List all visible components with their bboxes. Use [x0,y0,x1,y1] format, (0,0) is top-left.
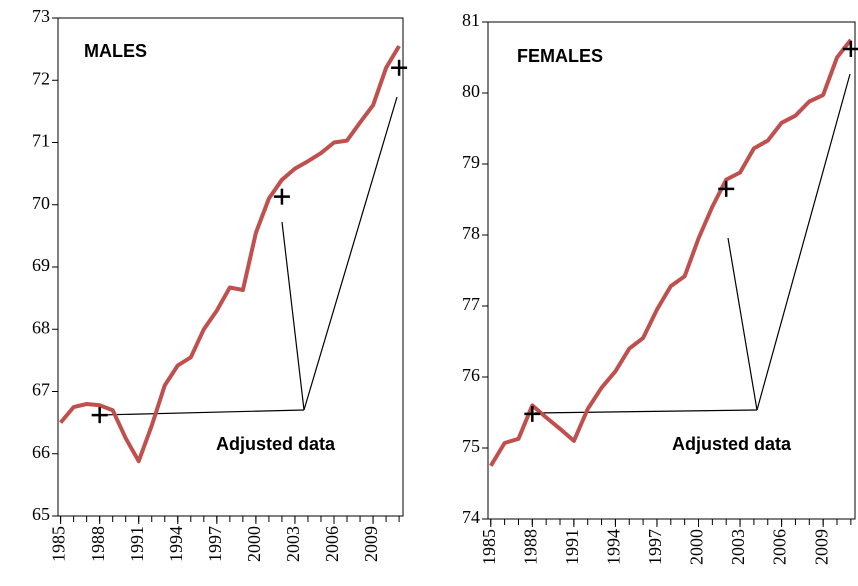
adjusted-marker [842,40,858,57]
x-tick-label: 1985 [49,526,69,562]
x-tick-label: 2003 [728,529,748,565]
y-tick-label: 77 [462,294,480,314]
x-tick-label: 2003 [283,526,303,562]
chart: 74 75 76 77 78 79 80 81 1985 1988 1991 1994 1997 2000… [462,10,858,565]
chart: 65 66 67 68 69 70 71 72 73 1985 1988 1991 1994 1997 20… [32,6,408,562]
y-tick-label: 73 [32,6,50,26]
annotation-lines [99,73,851,416]
x-tick-label: 1991 [127,526,147,562]
y-tick-label: 76 [462,365,480,385]
x-tick-label: 2000 [687,529,707,565]
y-tick-label: 80 [462,81,480,101]
pointer-line [99,409,305,416]
x-tick-label: 1994 [166,526,186,562]
x-tick-label: 1997 [645,529,665,565]
y-tick-label: 68 [32,317,50,337]
adjusted-marker [273,188,290,205]
x-tick-label: 1988 [520,529,540,565]
y-tick-label: 79 [462,152,480,172]
y-tick-label: 67 [32,380,50,400]
x-tick-label: 2009 [811,529,831,565]
x-tick-label: 2006 [770,529,790,565]
annotation: Adjusted data [216,434,336,454]
x-tick-label: 1994 [604,529,624,565]
y-tick-label: 66 [32,442,50,462]
chart-title: FEMALES [517,46,603,66]
chart-title: MALES [84,41,147,61]
adjusted-marker [391,59,408,76]
x-tick-label: 2009 [361,526,381,562]
pointer-line [303,96,398,411]
y-tick-label: 69 [32,255,50,275]
x-tick-label: 2006 [322,526,342,562]
y-tick-label: 78 [462,223,480,243]
y-tick-label: 72 [32,68,50,88]
pointer-line [756,73,851,411]
x-tick-label: 1997 [205,526,225,562]
y-tick-label: 75 [462,436,480,456]
data-line [59,44,401,464]
x-tick-label: 1985 [479,529,499,565]
y-tick-label: 70 [32,193,50,213]
pointer-line [727,237,758,411]
pointer-line [281,221,305,411]
pointer-line [534,409,758,414]
data-line [489,38,853,467]
x-tick-label: 2000 [244,526,264,562]
adjusted-marker [524,405,541,422]
annotation: Adjusted data [672,434,792,454]
plot-frame [487,21,856,520]
y-tick-label: 71 [32,131,50,151]
y-tick-label: 81 [462,10,480,30]
x-tick-label: 1991 [562,529,582,565]
adjusted-marker [91,407,108,424]
y-tick-label: 65 [32,504,50,524]
y-tick-label: 74 [462,507,480,527]
x-tick-label: 1988 [88,526,108,562]
adjusted-marker [718,180,735,197]
